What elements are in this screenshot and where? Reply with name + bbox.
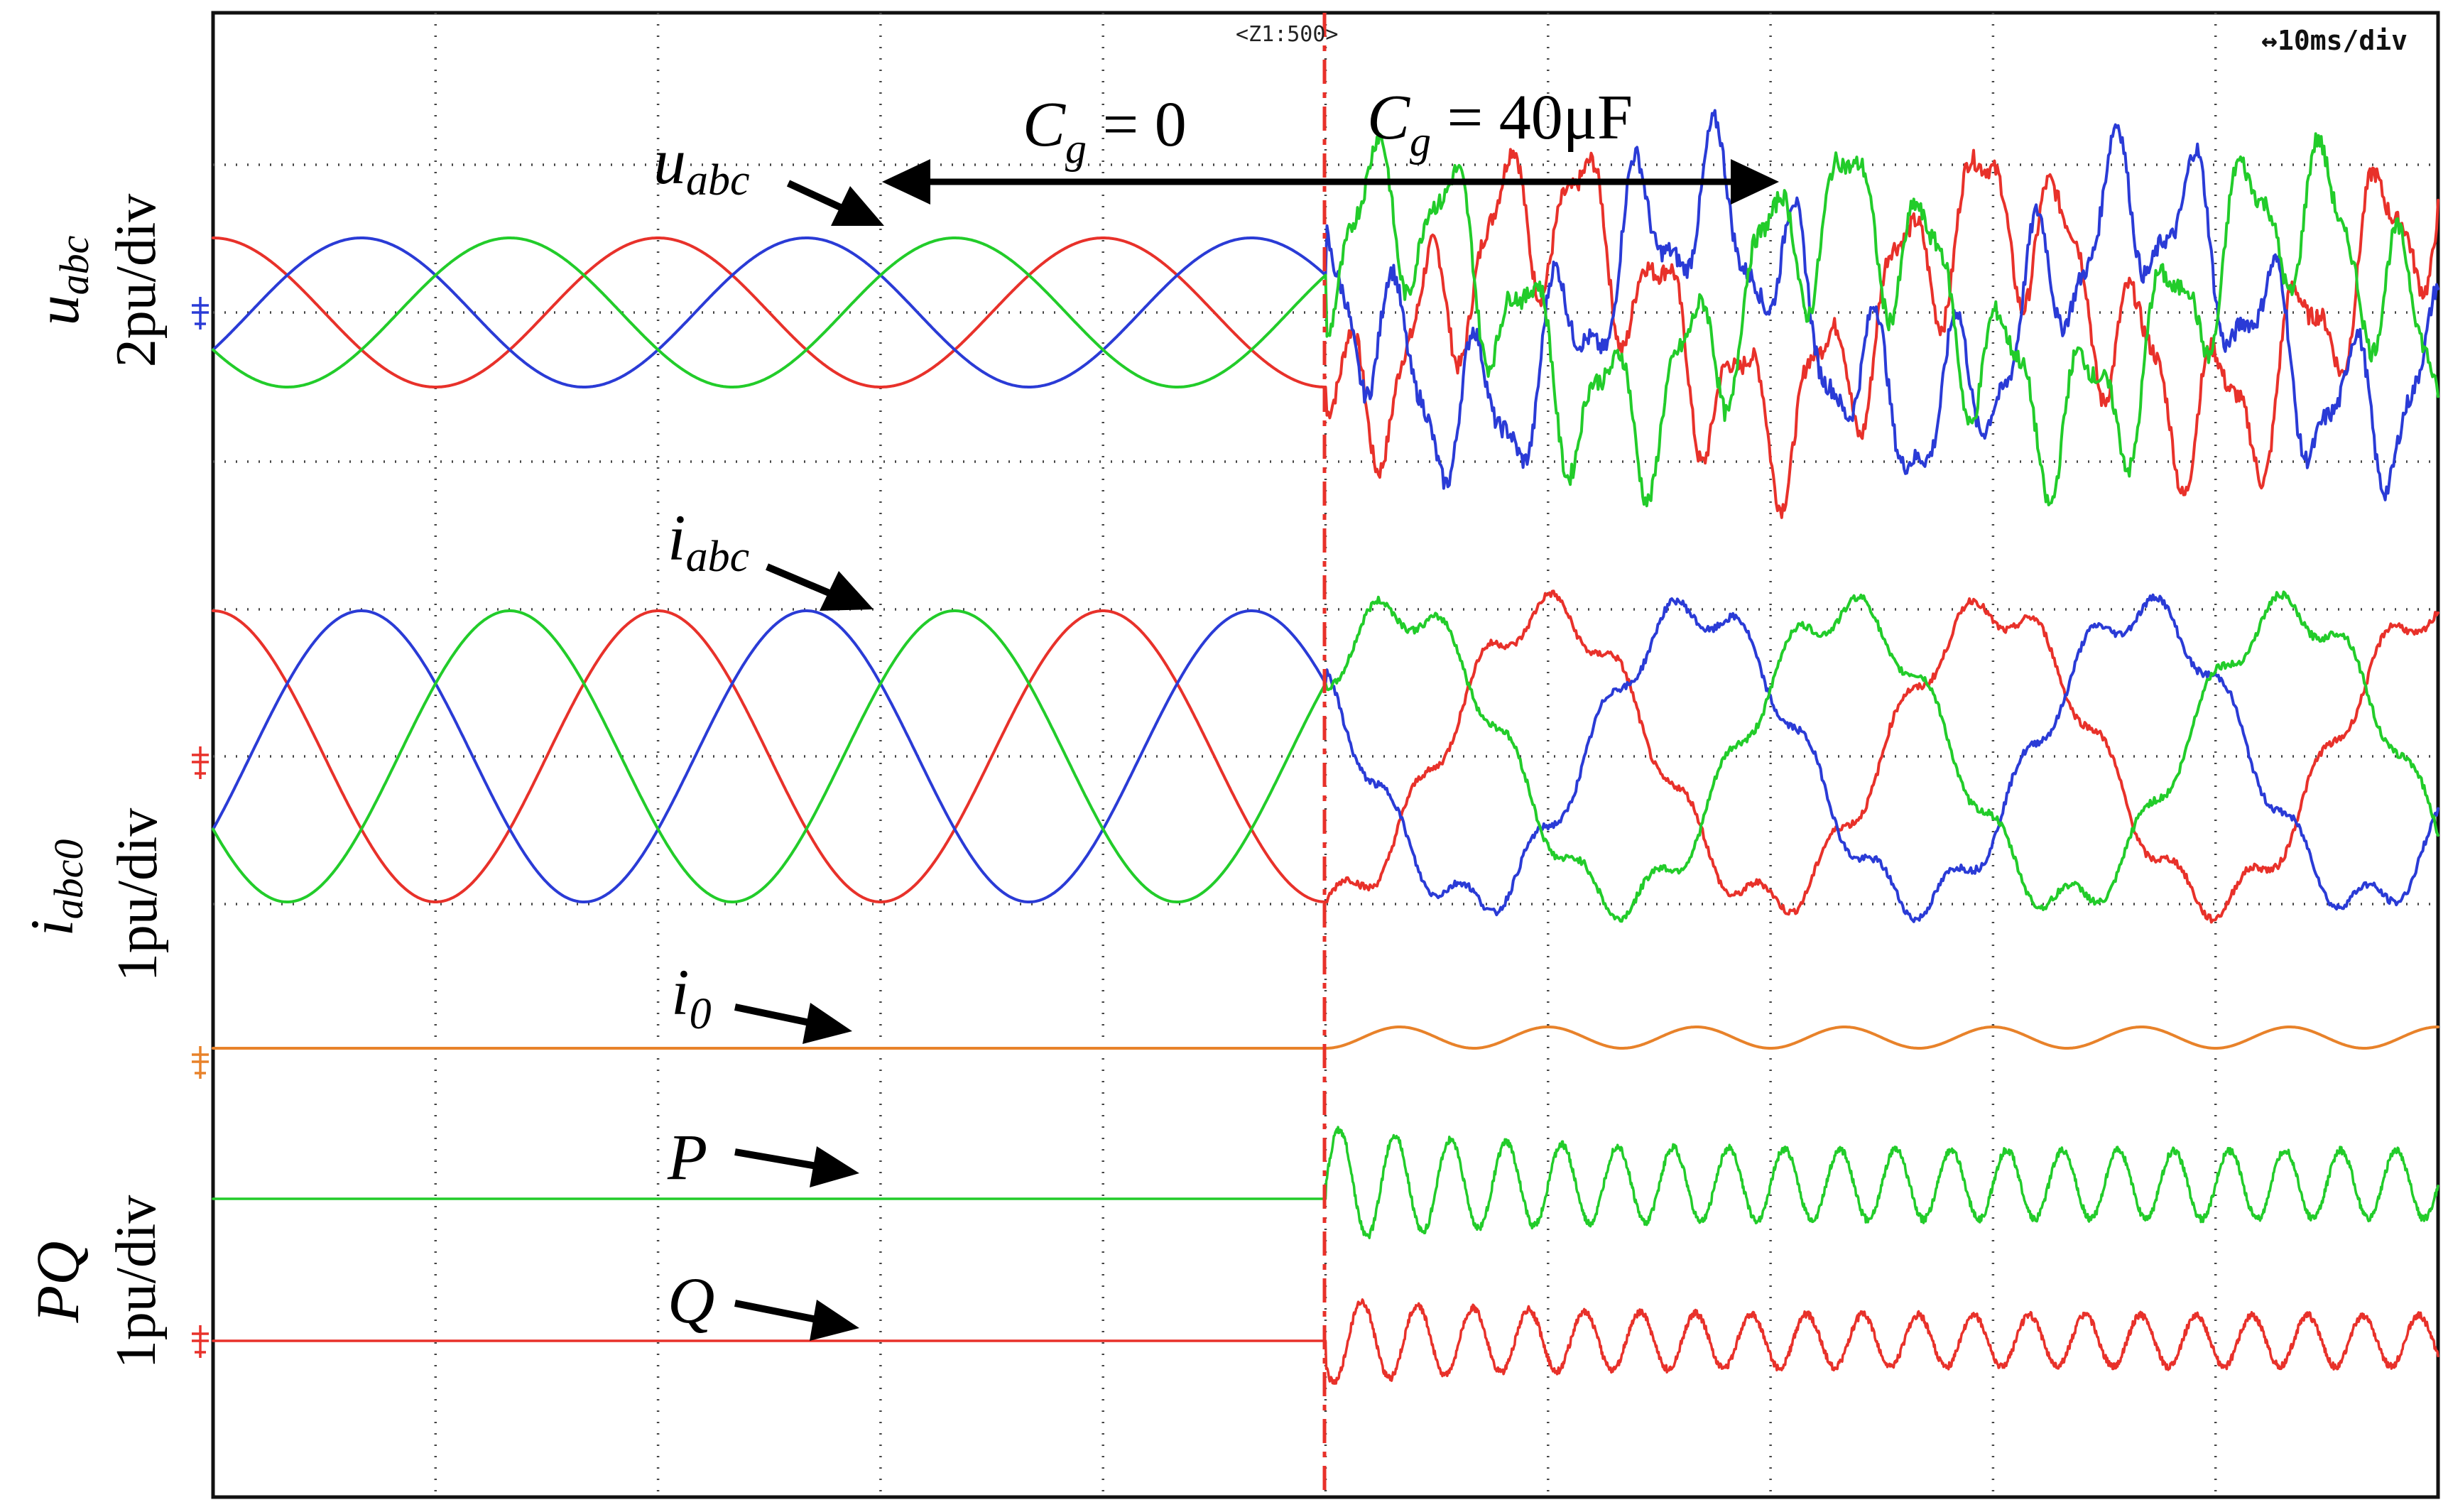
pq-ground-marker-icon	[192, 1325, 209, 1358]
timebase-indicator: ↔10ms/div	[2261, 25, 2408, 56]
svg-text:1pu/div: 1pu/div	[105, 1195, 168, 1369]
zoom-indicator: <Z1:500>	[1236, 22, 1339, 47]
i-ground-marker-icon	[192, 746, 209, 779]
svg-text:2pu/div: 2pu/div	[105, 194, 168, 367]
q-trace-label: Q	[668, 1264, 714, 1337]
svg-text:iabc0: iabc0	[18, 839, 92, 937]
i-axis-label: iabc0	[18, 839, 92, 937]
pq-axis-label: PQ 1pu/div	[23, 1195, 168, 1369]
i-trace-label: iabc	[668, 501, 749, 581]
u-c-trace	[212, 132, 2439, 508]
svg-text:PQ: PQ	[23, 1241, 92, 1324]
svg-text:uabc: uabc	[23, 235, 97, 325]
svg-text:1pu/div: 1pu/div	[107, 808, 169, 981]
i0-trace-label: i0	[671, 956, 712, 1038]
cg-after-label: Cg = 40μF	[1367, 82, 1633, 165]
u-ground-marker-icon	[192, 297, 209, 330]
p-trace-arrow	[734, 1146, 859, 1187]
u-axis-label: uabc 2pu/div	[23, 194, 168, 367]
u-trace-arrow	[786, 180, 884, 226]
ground-markers	[192, 297, 209, 1358]
i-axis-scale: 1pu/div	[107, 808, 169, 981]
i0-trace-arrow	[734, 1003, 852, 1044]
i0-ground-marker-icon	[192, 1046, 209, 1079]
q-trace-arrow	[734, 1300, 859, 1341]
cg-double-arrow	[882, 159, 1779, 205]
p-trace-label: P	[667, 1121, 707, 1193]
u-trace-label: uabc	[653, 125, 750, 205]
i-trace-arrow	[766, 563, 874, 611]
cg-before-label: Cg = 0	[1023, 89, 1187, 172]
